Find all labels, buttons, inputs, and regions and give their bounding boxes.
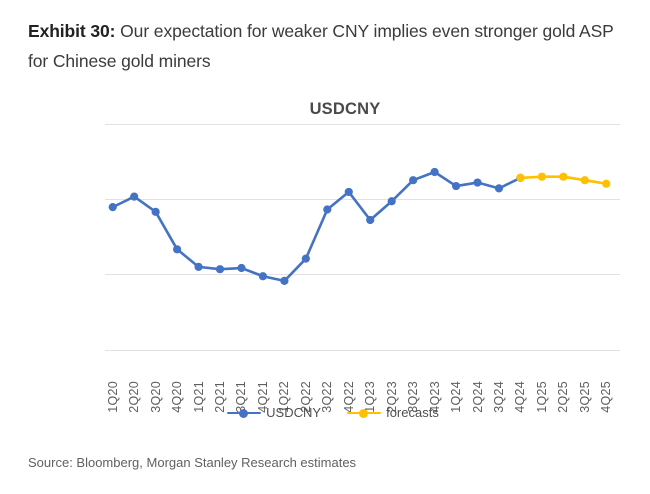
data-point-marker[interactable] bbox=[344, 187, 353, 197]
data-point-marker[interactable] bbox=[602, 179, 611, 188]
data-point-marker[interactable] bbox=[516, 173, 525, 182]
gridline bbox=[105, 198, 620, 200]
data-point-marker[interactable] bbox=[580, 176, 589, 185]
exhibit-caption: Our expectation for weaker CNY implies e… bbox=[28, 21, 614, 71]
data-point-marker[interactable] bbox=[258, 272, 268, 281]
plot-area: 7.707.066.425.77 bbox=[105, 124, 620, 351]
data-point-marker[interactable] bbox=[215, 265, 225, 274]
exhibit-title: Exhibit 30: Our expectation for weaker C… bbox=[28, 16, 618, 76]
source-note: Source: Bloomberg, Morgan Stanley Resear… bbox=[28, 455, 357, 470]
data-point-marker[interactable] bbox=[151, 207, 160, 216]
gridline bbox=[105, 124, 620, 125]
data-point-marker[interactable] bbox=[366, 215, 375, 225]
data-point-marker[interactable] bbox=[494, 184, 504, 193]
legend-swatch-icon bbox=[347, 407, 382, 419]
gridline bbox=[105, 350, 620, 351]
data-point-marker[interactable] bbox=[237, 263, 246, 273]
data-point-marker[interactable] bbox=[130, 192, 139, 201]
x-axis-labels: 1Q20 2Q20 3Q20 4Q20 1Q21 2Q21 3Q21 4Q21 1Q22 2Q22… bbox=[105, 353, 620, 413]
data-point-marker[interactable] bbox=[409, 176, 418, 185]
legend-item-forecasts[interactable]: forecasts bbox=[347, 405, 439, 420]
data-point-marker[interactable] bbox=[280, 276, 289, 286]
series-line-usdcny bbox=[111, 170, 522, 283]
data-point-marker[interactable] bbox=[537, 172, 546, 181]
exhibit-label: Exhibit 30: bbox=[28, 21, 116, 41]
gridline bbox=[105, 273, 620, 275]
data-point-marker[interactable] bbox=[473, 178, 482, 187]
data-point-marker[interactable] bbox=[430, 167, 439, 177]
legend-label: USDCNY bbox=[266, 405, 322, 420]
data-point-marker[interactable] bbox=[301, 254, 310, 263]
chart-container: USDCNY 7.707.066.425.77 1Q202Q203Q204Q20… bbox=[0, 95, 650, 440]
data-point-marker[interactable] bbox=[387, 197, 396, 206]
data-point-marker[interactable] bbox=[559, 172, 568, 181]
series-svg bbox=[108, 167, 611, 286]
data-point-marker[interactable] bbox=[451, 181, 461, 191]
data-point-marker[interactable] bbox=[173, 245, 182, 254]
legend-label: forecasts bbox=[386, 405, 439, 420]
data-point-marker[interactable] bbox=[194, 262, 203, 271]
legend-swatch-icon bbox=[227, 407, 262, 419]
data-point-marker[interactable] bbox=[323, 205, 332, 214]
data-point-marker[interactable] bbox=[108, 203, 117, 212]
chart-legend: USDCNY forecasts bbox=[8, 405, 650, 420]
legend-item-usdcny[interactable]: USDCNY bbox=[227, 405, 321, 420]
chart-title: USDCNY bbox=[309, 100, 381, 118]
